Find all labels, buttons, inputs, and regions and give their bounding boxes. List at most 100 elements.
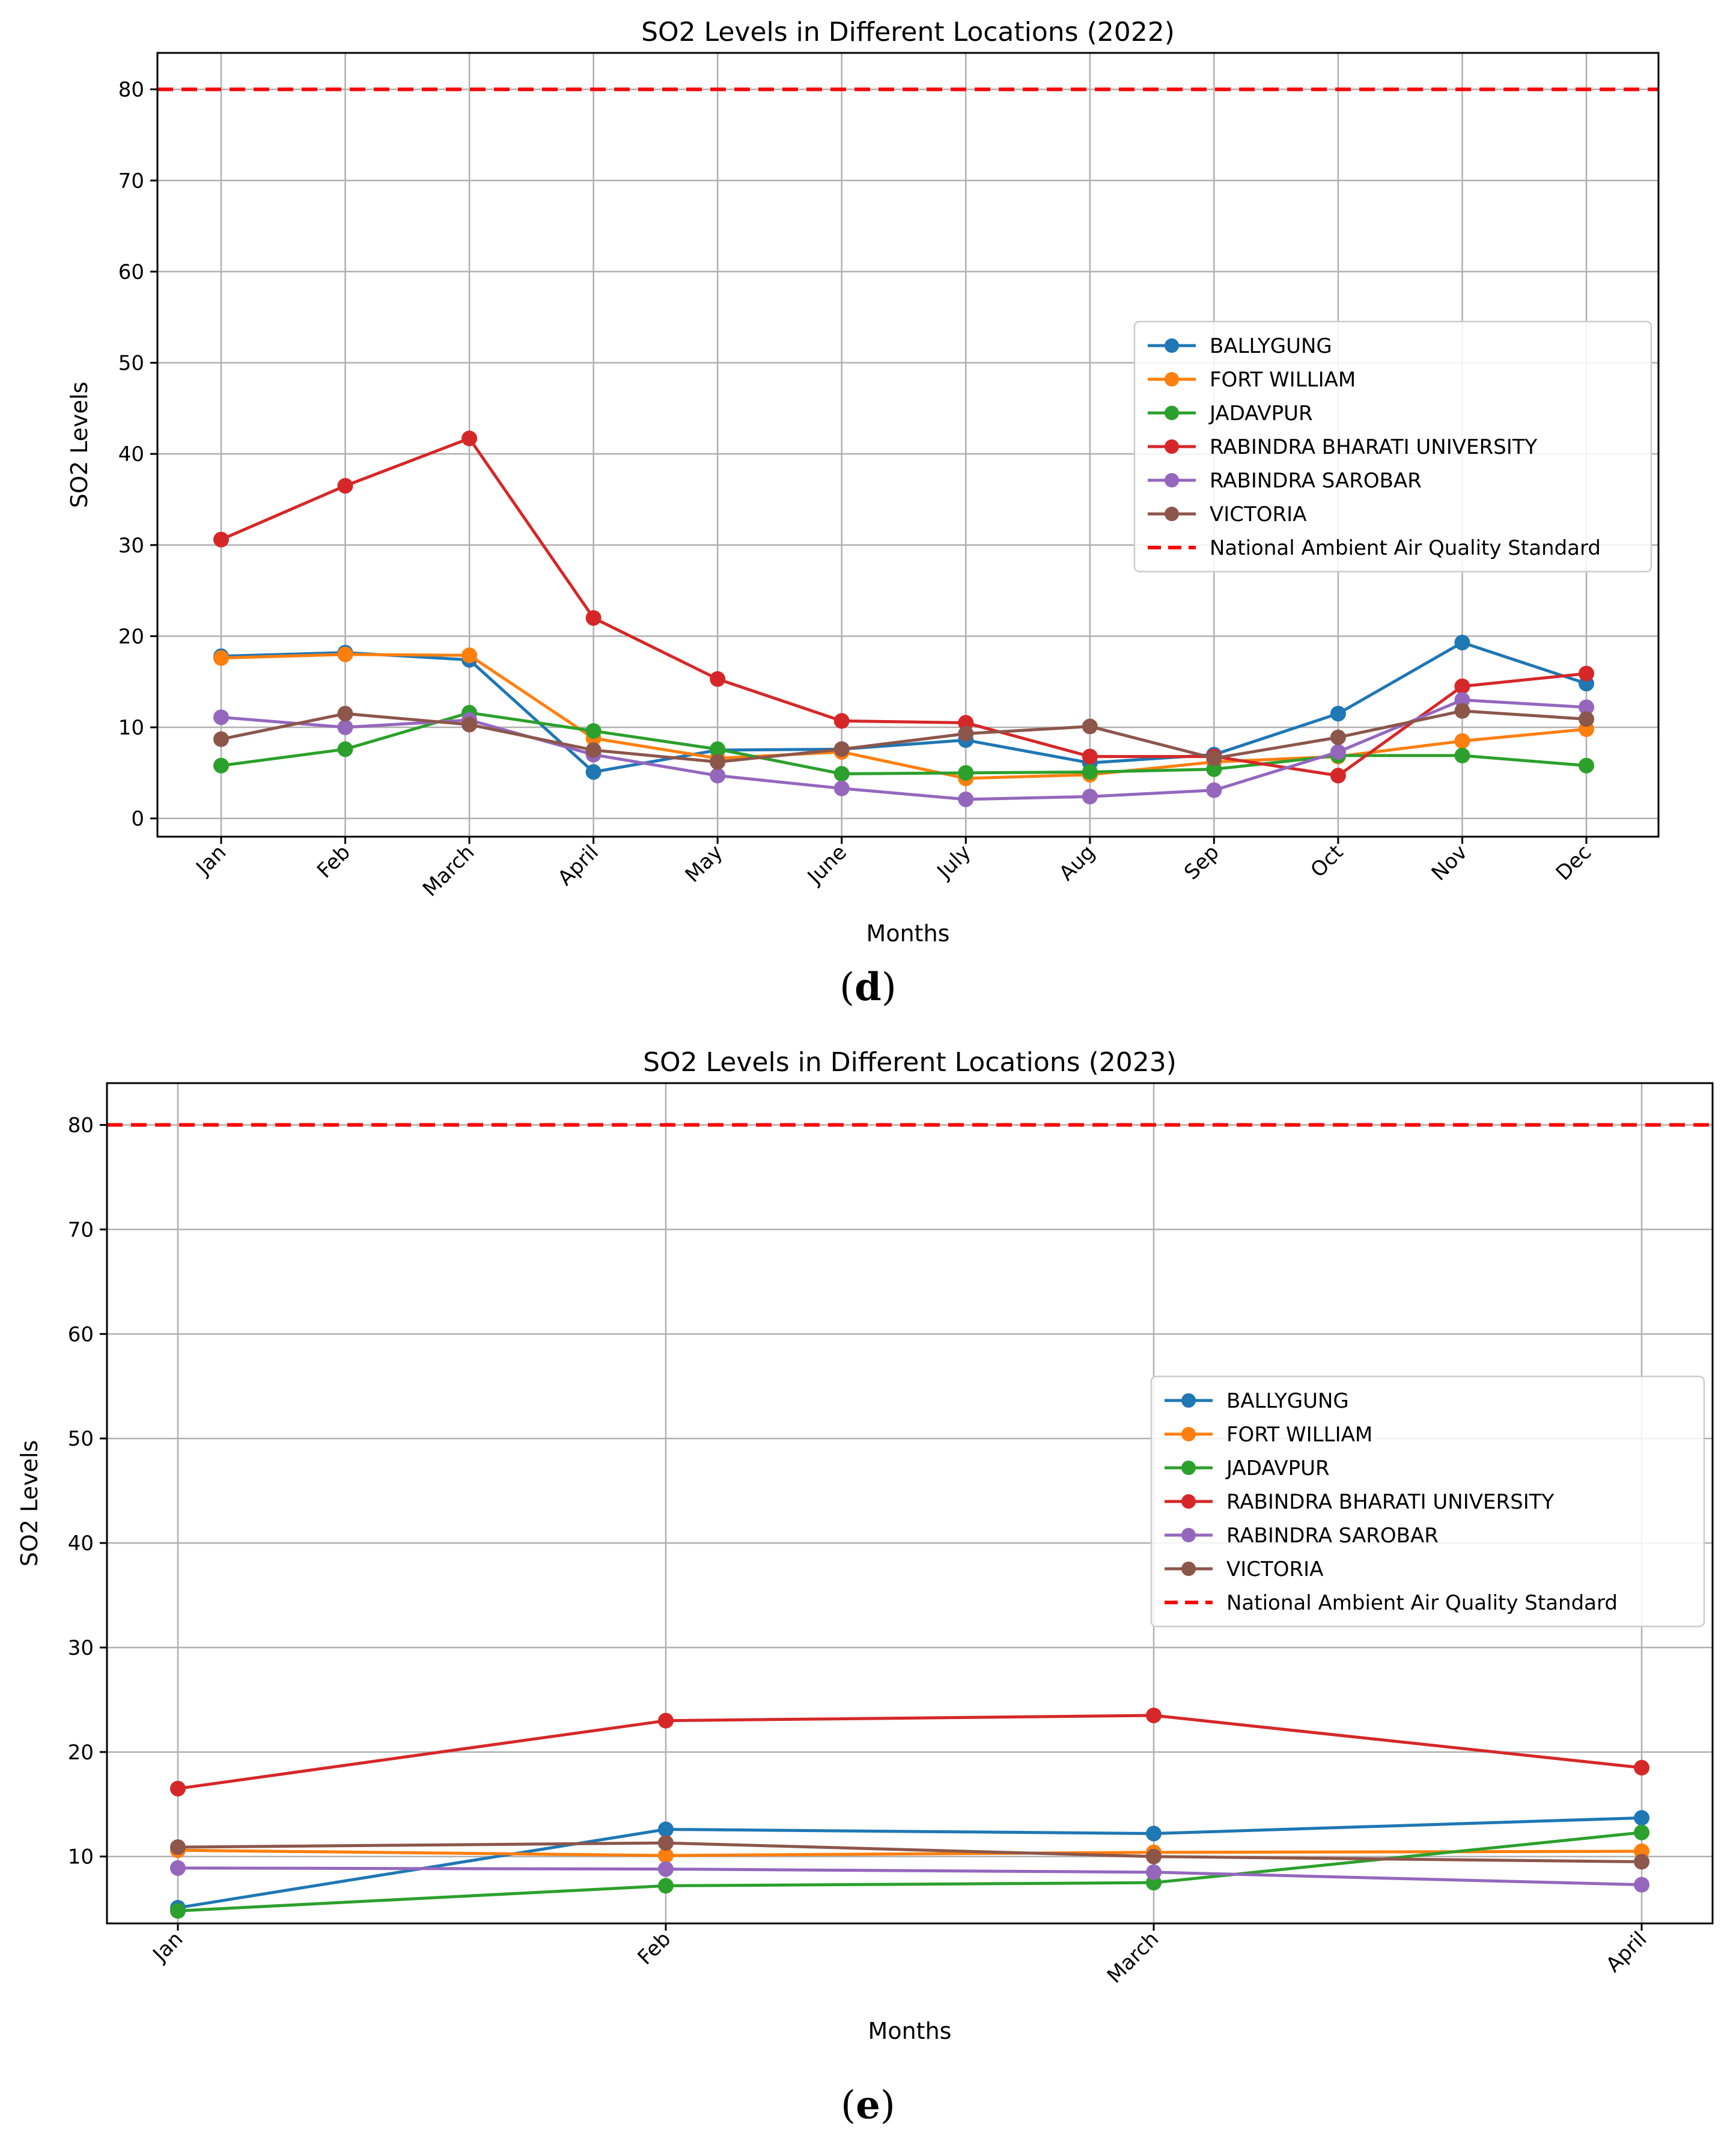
data-point-victoria: [710, 754, 726, 770]
legend-marker-fort-william: [1181, 1427, 1196, 1441]
x-tick-label: March: [1103, 1927, 1164, 1988]
y-tick-label: 20: [68, 1741, 94, 1765]
x-tick-label: April: [1601, 1927, 1651, 1977]
legend-label-ballygung: BALLYGUNG: [1210, 334, 1332, 358]
y-tick-label: 20: [118, 625, 144, 649]
legend-marker-victoria: [1181, 1562, 1196, 1576]
data-point-victoria: [1634, 1854, 1649, 1870]
series-line-rabindra-sarobar: [221, 698, 1587, 801]
legend-marker-fort-william: [1165, 372, 1179, 386]
y-tick-label: 70: [68, 1218, 94, 1242]
legend: BALLYGUNG FORT WILLIAM JADAVPUR RABINDRA BH…: [1133, 320, 1652, 573]
plot-frame: [156, 52, 1660, 838]
legend-marker-rabindra-sarobar: [1165, 473, 1179, 487]
legend-label-rabindra-sarobar: RABINDRA SAROBAR: [1226, 1524, 1439, 1548]
data-point-jadavpur: [1579, 757, 1594, 774]
legend: BALLYGUNG FORT WILLIAM JADAVPUR RABINDRA BH…: [1150, 1375, 1705, 1628]
series-line-jadavpur: [221, 711, 1587, 775]
y-tick-label: 40: [68, 1532, 94, 1556]
caption-d: (d): [839, 965, 897, 1010]
data-point-rabindra-bharati-university: [461, 430, 478, 447]
legend-label-ballygung: BALLYGUNG: [1226, 1389, 1349, 1413]
legend-marker-rabindra-bharati-university: [1181, 1494, 1196, 1509]
data-point-rabindra-bharati-university: [213, 531, 229, 548]
legend-marker-jadavpur: [1165, 406, 1179, 420]
x-tick-label: Oct: [1306, 840, 1348, 882]
data-point-victoria: [1206, 750, 1222, 766]
data-point-jadavpur: [585, 723, 602, 739]
y-tick-label: 80: [118, 78, 144, 102]
legend-marker-ballygung: [1165, 338, 1179, 353]
data-point-rabindra-sarobar: [1579, 699, 1594, 715]
legend-label-fort-william: FORT WILLIAM: [1210, 368, 1356, 392]
data-point-rabindra-sarobar: [1454, 692, 1470, 708]
data-point-victoria: [585, 742, 602, 758]
data-point-rabindra-bharati-university: [1082, 748, 1098, 765]
y-tick-label: 70: [118, 169, 144, 193]
legend-label-victoria: VICTORIA: [1210, 502, 1306, 527]
chart-title: SO2 Levels in Different Locations (2023): [643, 1047, 1177, 1078]
data-point-victoria: [658, 1835, 674, 1851]
data-point-rabindra-bharati-university: [585, 610, 602, 626]
data-point-rabindra-sarobar: [710, 768, 726, 784]
data-point-jadavpur: [658, 1878, 674, 1894]
data-point-victoria: [1082, 718, 1098, 735]
data-point-rabindra-bharati-university: [833, 713, 850, 729]
legend-label-jadavpur: JADAVPUR: [1208, 402, 1313, 426]
series-line-fort-william: [221, 653, 1587, 780]
data-point-ballygung: [658, 1821, 674, 1837]
y-axis-label: SO2 Levels: [66, 382, 93, 508]
data-point-fort-william: [1454, 733, 1470, 749]
x-tick-label: Aug: [1055, 840, 1100, 885]
legend-marker-ballygung: [1181, 1393, 1196, 1408]
data-point-victoria: [213, 731, 229, 747]
data-point-jadavpur: [213, 757, 229, 774]
x-tick-label: March: [418, 840, 480, 902]
data-point-rabindra-bharati-university: [958, 715, 974, 731]
data-point-jadavpur: [1634, 1824, 1649, 1840]
data-point-ballygung: [1634, 1810, 1649, 1826]
y-tick-label: 60: [118, 260, 144, 284]
legend-marker-jadavpur: [1181, 1461, 1196, 1475]
legend-label-national-ambient-air-quality-standard: National Ambient Air Quality Standard: [1226, 1591, 1618, 1615]
legend-label-jadavpur: JADAVPUR: [1225, 1456, 1330, 1480]
data-point-fort-william: [461, 647, 478, 664]
data-point-ballygung: [1146, 1825, 1162, 1842]
data-point-jadavpur: [1206, 761, 1222, 777]
data-point-victoria: [1579, 711, 1594, 727]
x-tick-label: Nov: [1427, 840, 1472, 885]
data-point-rabindra-bharati-university: [658, 1712, 674, 1729]
chart-svg-d: SO2 Levels in Different Locations (2022)…: [66, 17, 1660, 947]
data-point-jadavpur: [1454, 748, 1470, 764]
y-tick-label: 30: [68, 1636, 94, 1660]
y-tick-label: 60: [68, 1322, 94, 1346]
data-point-rabindra-bharati-university: [337, 478, 353, 494]
y-tick-label: 50: [118, 352, 144, 376]
data-point-jadavpur: [833, 766, 850, 782]
series-line-ballygung: [177, 1816, 1642, 1910]
data-point-victoria: [958, 725, 974, 742]
data-point-rabindra-bharati-university: [1634, 1759, 1649, 1776]
series-line-rabindra-bharati-university: [221, 436, 1587, 777]
y-tick-label: 50: [68, 1427, 94, 1451]
legend-label-rabindra-sarobar: RABINDRA SAROBAR: [1210, 469, 1422, 493]
legend-label-fort-william: FORT WILLIAM: [1226, 1423, 1372, 1447]
data-point-fort-william: [213, 650, 229, 666]
data-point-rabindra-sarobar: [1634, 1877, 1649, 1893]
data-point-rabindra-sarobar: [958, 791, 974, 807]
series-line-ballygung: [221, 641, 1587, 774]
data-point-rabindra-sarobar: [1146, 1864, 1162, 1880]
y-tick-label: 10: [68, 1845, 94, 1869]
data-point-rabindra-sarobar: [1206, 782, 1222, 798]
x-tick-label: July: [932, 840, 976, 884]
chart-title: SO2 Levels in Different Locations (2022): [641, 17, 1175, 47]
data-point-jadavpur: [710, 741, 726, 757]
series-line-rabindra-bharati-university: [177, 1714, 1642, 1791]
data-point-jadavpur: [1082, 764, 1098, 780]
y-tick-label: 80: [68, 1114, 94, 1138]
data-point-rabindra-bharati-university: [1454, 678, 1470, 694]
data-point-ballygung: [1330, 706, 1346, 722]
x-tick-label: Jan: [191, 840, 231, 881]
y-tick-label: 40: [118, 442, 144, 466]
y-tick-label: 10: [118, 716, 144, 740]
